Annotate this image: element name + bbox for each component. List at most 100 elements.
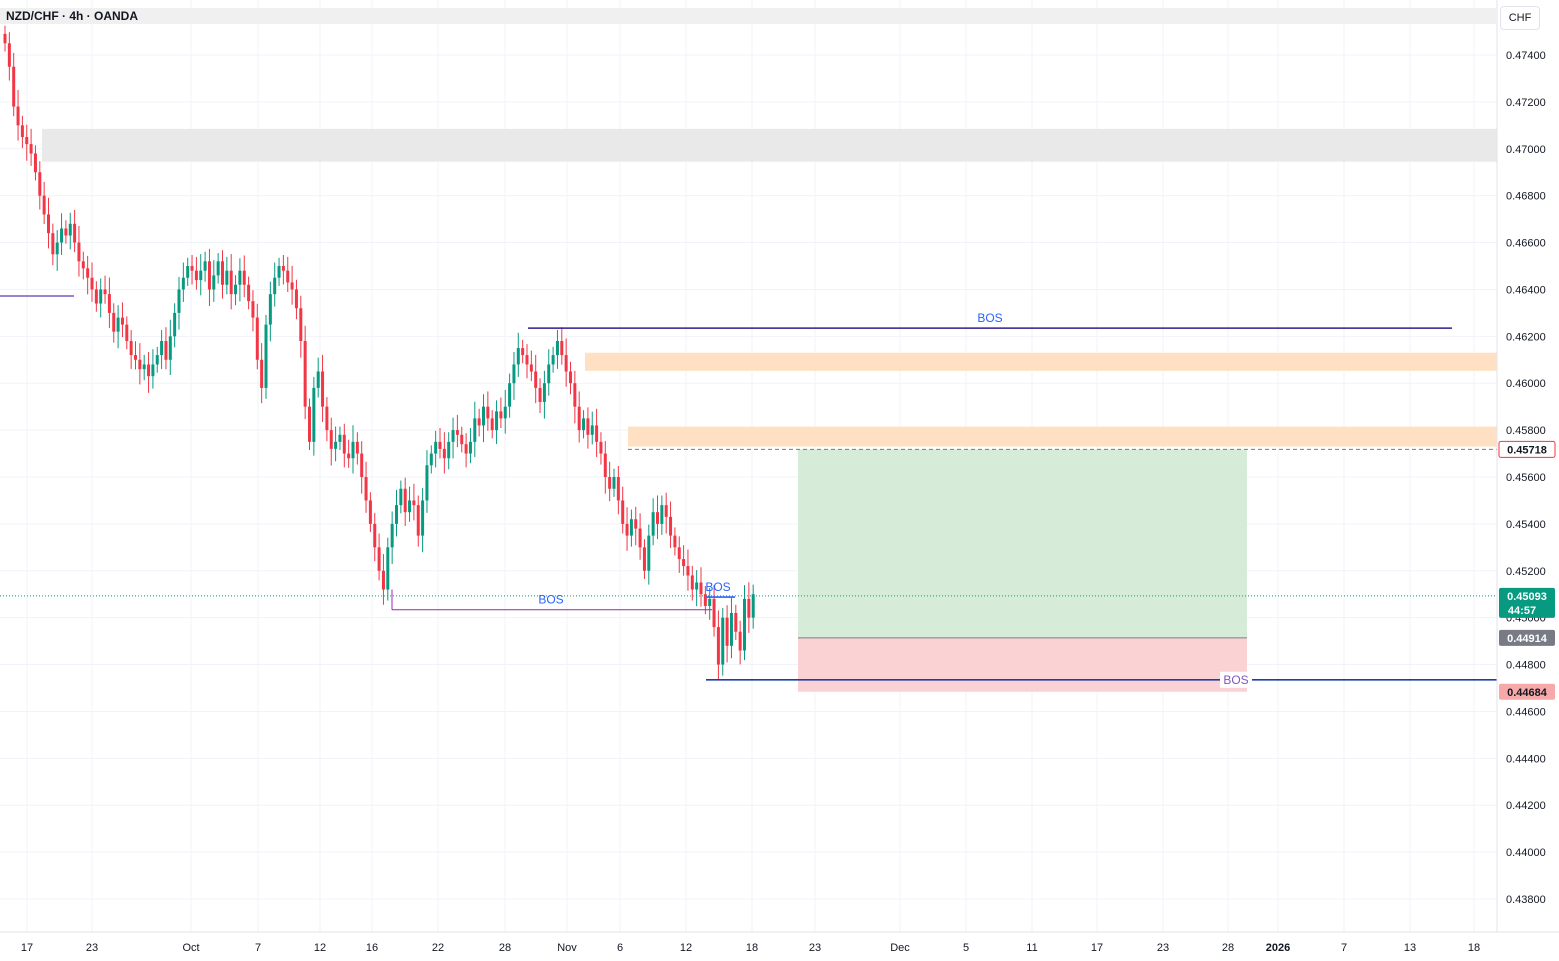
- candle: [38, 161, 42, 210]
- time-axis: 17 23 Oct 7 12 16 22 28 Nov 6 12 18 23 Dec 5 11 17 23 28 20…: [0, 931, 1559, 954]
- candle-body: [216, 261, 220, 276]
- candle-body: [164, 341, 168, 360]
- price-tag-text: 0.44684: [1507, 687, 1548, 699]
- candle-body: [86, 268, 90, 278]
- candle-body: [260, 359, 264, 388]
- candle-body: [360, 453, 364, 477]
- candle: [725, 605, 729, 663]
- candle: [125, 316, 129, 350]
- candle-body: [103, 289, 107, 295]
- candle: [225, 256, 229, 295]
- candle: [68, 212, 72, 250]
- target-zone: [798, 449, 1247, 638]
- candle: [355, 432, 359, 465]
- candle-body: [151, 364, 155, 377]
- candle: [534, 354, 538, 404]
- symbol-bar: [0, 8, 1497, 24]
- candle: [425, 450, 429, 513]
- candle-body: [508, 383, 512, 407]
- x-tick-label: Dec: [890, 942, 910, 954]
- candle-body: [729, 612, 733, 646]
- x-tick-label: 23: [86, 942, 98, 954]
- candle: [351, 425, 355, 474]
- candle-body: [321, 371, 325, 407]
- candle-body: [590, 425, 594, 435]
- candle: [403, 477, 407, 526]
- candle-body: [464, 444, 468, 454]
- candle-body: [542, 383, 546, 402]
- y-tick-label: 0.45800: [1506, 425, 1546, 437]
- x-tick-label: 16: [366, 942, 378, 954]
- candle: [751, 584, 755, 629]
- candle-body: [721, 617, 725, 665]
- candle-body: [577, 406, 581, 431]
- price-tag-box: [1499, 587, 1555, 618]
- candle: [42, 181, 46, 225]
- candle: [464, 433, 468, 468]
- candle: [473, 401, 477, 458]
- candle: [325, 397, 329, 442]
- candle-body: [29, 144, 33, 154]
- candle: [599, 432, 603, 465]
- y-tick-label: 0.44200: [1506, 800, 1546, 812]
- candle: [20, 115, 24, 149]
- candle: [103, 275, 107, 304]
- candle: [569, 361, 572, 395]
- candle-body: [447, 441, 451, 459]
- candle: [708, 587, 712, 620]
- candle-body: [368, 500, 372, 524]
- price-tag: 0.44684: [1499, 683, 1555, 700]
- symbol-title[interactable]: NZD/CHF · 4h · OANDA: [6, 9, 138, 23]
- candle-body: [203, 261, 207, 271]
- candle: [242, 255, 246, 298]
- candle-body: [490, 418, 494, 431]
- y-tick-label: 0.46400: [1506, 284, 1546, 296]
- candle: [555, 330, 559, 369]
- candle: [290, 265, 294, 305]
- candle-body: [33, 153, 37, 173]
- candle: [147, 352, 151, 393]
- candle-body: [177, 289, 181, 313]
- candle-body: [516, 348, 520, 365]
- candle: [229, 254, 233, 310]
- candle: [12, 52, 16, 117]
- candle-body: [334, 441, 338, 449]
- candle: [573, 370, 577, 424]
- candle-body: [351, 441, 355, 459]
- y-tick-label: 0.47200: [1506, 97, 1546, 109]
- candle: [743, 585, 746, 661]
- candle: [33, 145, 37, 181]
- candle: [412, 483, 416, 521]
- candle: [625, 507, 629, 551]
- candle: [434, 430, 438, 468]
- candle: [334, 426, 338, 462]
- price-tag-countdown: 44:57: [1508, 605, 1536, 617]
- candle-body: [560, 341, 564, 356]
- x-tick-label: Nov: [557, 942, 577, 954]
- candle: [621, 486, 625, 534]
- candle: [294, 279, 298, 320]
- candle-body: [612, 477, 616, 489]
- candle: [490, 410, 494, 439]
- candle: [238, 258, 242, 302]
- candle-body: [403, 488, 407, 513]
- currency-badge[interactable]: CHF: [1500, 6, 1540, 30]
- price-tag: 0.44914: [1499, 629, 1555, 646]
- candle-body: [616, 477, 620, 501]
- candle: [55, 230, 59, 271]
- candle-body: [629, 519, 633, 536]
- candle: [77, 225, 81, 277]
- candle: [421, 488, 425, 553]
- candle-body: [686, 566, 690, 576]
- candle-body: [656, 512, 659, 524]
- y-tick-label: 0.47400: [1506, 50, 1546, 62]
- candle-body: [116, 317, 120, 332]
- candle-body: [194, 270, 198, 281]
- candle: [547, 349, 551, 396]
- candle-body: [64, 228, 68, 236]
- candle-body: [155, 355, 159, 365]
- candle-body: [247, 284, 251, 302]
- candle-body: [355, 441, 359, 454]
